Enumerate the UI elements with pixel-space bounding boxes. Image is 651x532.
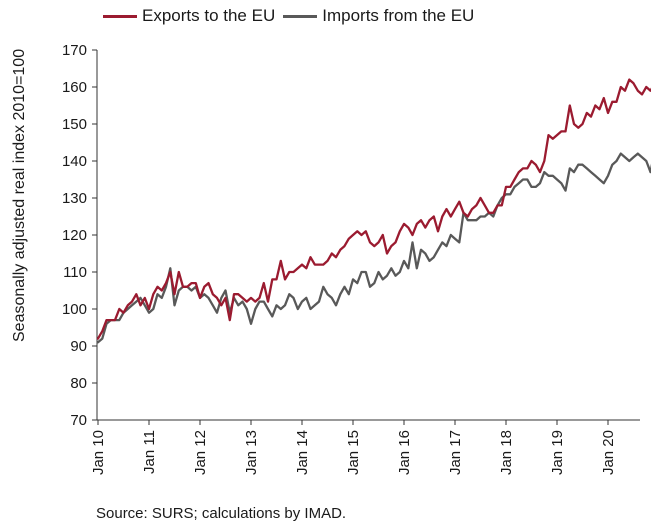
legend-label-exports: Exports to the EU xyxy=(142,6,276,25)
series-line-imports xyxy=(96,152,651,344)
y-tick-label: 170 xyxy=(62,42,87,59)
legend-swatch-exports xyxy=(103,14,137,18)
y-axis-ticks: 70 80 90 100 110 120 130 140 150 160 170 xyxy=(62,42,97,429)
x-tick-label: Jan 15 xyxy=(345,430,362,475)
y-tick-label: 100 xyxy=(62,301,87,318)
y-tick-label: 80 xyxy=(70,375,87,392)
x-tick-label: Jan 20 xyxy=(600,430,617,475)
x-tick-label: Jan 10 xyxy=(90,430,107,475)
axes xyxy=(96,50,640,421)
x-tick-label: Jan 17 xyxy=(447,430,464,475)
series-line-exports xyxy=(96,78,651,340)
x-tick-label: Jan 18 xyxy=(498,430,515,475)
series-lines xyxy=(96,78,651,344)
y-tick-label: 70 xyxy=(70,412,87,429)
y-tick-label: 140 xyxy=(62,153,87,170)
legend-item-imports: Imports from the EU xyxy=(283,6,474,26)
y-tick-label: 160 xyxy=(62,79,87,96)
legend-item-exports: Exports to the EU xyxy=(103,6,275,26)
legend: Exports to the EU Imports from the EU xyxy=(103,6,482,26)
source-note: Source: SURS; calculations by IMAD. xyxy=(96,505,347,522)
y-tick-label: 120 xyxy=(62,227,87,244)
x-tick-label: Jan 13 xyxy=(243,430,260,475)
x-tick-label: Jan 14 xyxy=(294,430,311,475)
legend-label-imports: Imports from the EU xyxy=(322,6,475,25)
y-tick-label: 110 xyxy=(63,264,87,281)
x-axis-ticks: Jan 10 Jan 11 Jan 12 Jan 13 Jan 14 Jan 15 Jan … xyxy=(90,420,617,475)
x-tick-label: Jan 19 xyxy=(549,430,566,475)
x-tick-label: Jan 16 xyxy=(396,430,413,475)
y-tick-label: 130 xyxy=(62,190,87,207)
x-tick-label: Jan 11 xyxy=(141,430,158,474)
legend-swatch-imports xyxy=(283,14,318,18)
y-tick-label: 150 xyxy=(62,116,87,133)
y-axis-label: Seasonally adjusted real index 2010=100 xyxy=(11,48,28,342)
y-tick-label: 90 xyxy=(70,338,87,355)
x-tick-label: Jan 12 xyxy=(192,430,209,475)
